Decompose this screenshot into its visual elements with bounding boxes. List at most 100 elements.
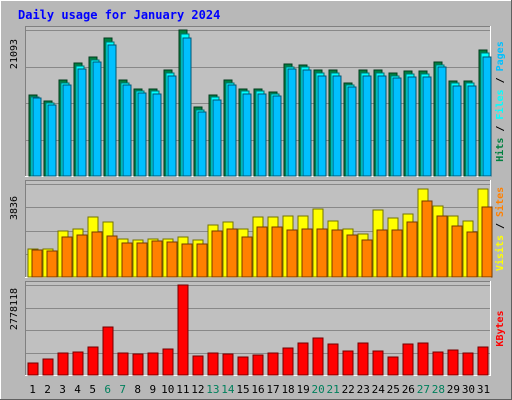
xtick-label: 4 [74,383,81,396]
side-legend: Visits / Sites [494,187,506,271]
bar-pages [467,85,477,177]
xtick-label: 30 [462,383,475,396]
side-legend-files: Files [494,89,506,119]
side-legend: KBytes [495,310,506,346]
bar-pages [122,84,132,177]
xtick-label: 9 [149,383,156,396]
bar-kbytes [72,351,84,376]
bar-kbytes [117,352,129,376]
bar-sites [241,236,253,278]
bar-sites [331,229,343,278]
bar-pages [452,85,462,177]
bar-pages [242,93,252,177]
bar-pages [302,69,312,177]
bar-pages [47,104,57,177]
bar-kbytes [177,284,189,376]
xtick-label: 23 [357,383,370,396]
xtick-label: 5 [89,383,96,396]
bar-sites [256,226,268,278]
xtick-label: 16 [251,383,264,396]
bar-kbytes [207,352,219,376]
bar-pages [287,68,297,177]
bar-sites [376,229,388,278]
bar-kbytes [192,355,204,376]
bar-pages [227,84,237,177]
side-legend-visits: Visits [494,235,506,271]
bar-sites [481,206,493,278]
bar-kbytes [417,342,429,376]
xtick-label: 12 [191,383,204,396]
xtick-label: 25 [387,383,400,396]
xtick-label: 19 [296,383,309,396]
bar-pages [437,66,447,177]
bar-pages [317,75,327,177]
ytick-label: 3836 [9,196,20,220]
bar-pages [362,75,372,177]
bar-kbytes [327,343,339,376]
xtick-label: 29 [447,383,460,396]
bar-kbytes [162,348,174,376]
bar-sites [316,228,328,278]
bar-sites [106,235,118,278]
side-legend-pages: Pages [495,41,506,71]
xtick-label: 11 [176,383,189,396]
bar-pages [32,97,42,177]
bar-kbytes [147,352,159,376]
bar-sites [136,242,148,278]
bar-pages [92,61,102,177]
bar-pages [107,44,117,177]
xtick-label: 2 [44,383,51,396]
xtick-label: 26 [402,383,415,396]
bar-kbytes [447,349,459,376]
bar-pages [377,75,387,177]
xtick-label: 7 [119,383,126,396]
bar-kbytes [237,356,249,376]
xtick-label: 21 [327,383,340,396]
side-legend-sep: / [495,217,506,235]
xtick-label: 15 [236,383,249,396]
bar-kbytes [312,337,324,376]
bar-pages [137,92,147,177]
xtick-label: 20 [312,383,325,396]
xtick-label: 28 [432,383,445,396]
xtick-label: 31 [477,383,490,396]
bar-pages [197,111,207,177]
bar-sites [121,242,133,278]
ytick-label: 2778118 [9,288,20,330]
xtick-label: 8 [134,383,141,396]
bar-sites [361,239,373,278]
xtick-label: 24 [372,383,386,396]
bar-sites [211,230,223,278]
xtick-label: 22 [342,383,355,396]
bar-pages [152,93,162,177]
bar-kbytes [372,350,384,376]
bar-kbytes [462,352,474,376]
xtick-label: 3 [59,383,66,396]
bar-kbytes [102,326,114,376]
bar-sites [466,231,478,278]
bar-pages [167,75,177,177]
bar-kbytes [132,353,144,376]
bar-sites [91,231,103,278]
bar-pages [392,77,402,177]
bar-sites [196,243,208,278]
bar-pages [212,99,222,177]
xtick-label: 6 [104,383,111,396]
bar-sites [436,215,448,278]
bar-pages [407,76,417,177]
bar-sites [406,221,418,278]
bar-pages [182,37,192,177]
bar-pages [347,86,357,177]
side-legend: Hits / Files / Pages [494,41,506,161]
xtick-label: 17 [266,383,279,396]
bar-kbytes [252,354,264,376]
xtick-label: 14 [221,383,235,396]
side-legend-sep: / [495,71,506,89]
side-legend-kbytes: KBytes [495,310,506,346]
bar-sites [61,236,73,278]
bar-sites [151,240,163,278]
bar-sites [31,249,43,278]
bar-kbytes [42,358,54,376]
side-legend-sep: / [495,120,506,138]
